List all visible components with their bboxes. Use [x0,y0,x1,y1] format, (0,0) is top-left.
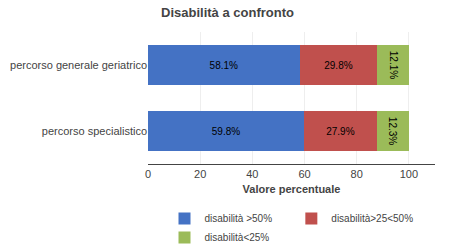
svg-text:percorso generale geriatrico: percorso generale geriatrico [10,59,147,71]
svg-text:100: 100 [400,168,418,180]
svg-text:disabilità<25%: disabilità<25% [205,232,270,243]
svg-text:29.8%: 29.8% [324,60,352,71]
svg-text:disabilità>25<50%: disabilità>25<50% [331,213,413,224]
svg-text:40: 40 [246,168,258,180]
svg-text:disabilità >50%: disabilità >50% [205,213,273,224]
svg-text:58.1%: 58.1% [210,60,238,71]
svg-text:12.1%: 12.1% [388,51,399,79]
svg-text:Valore percentuale: Valore percentuale [243,183,341,195]
svg-text:Disabilità a confronto: Disabilità a confronto [161,5,294,20]
svg-text:59.8%: 59.8% [212,126,240,137]
svg-text:12.3%: 12.3% [387,117,398,145]
svg-text:percorso specialistico: percorso specialistico [42,125,147,137]
svg-text:60: 60 [298,168,310,180]
svg-text:0: 0 [145,168,151,180]
svg-text:80: 80 [351,168,363,180]
svg-text:27.9%: 27.9% [326,126,354,137]
svg-text:20: 20 [194,168,206,180]
